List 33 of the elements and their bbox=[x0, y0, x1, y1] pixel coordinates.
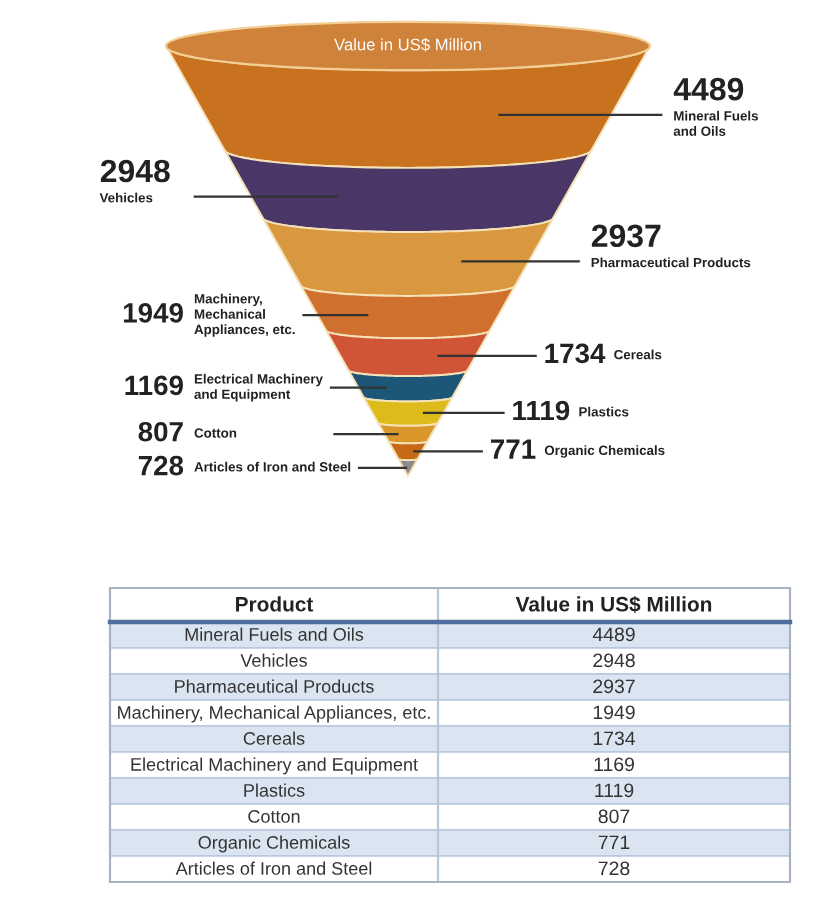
data-label: 2948 bbox=[100, 159, 170, 183]
category-label: Vehicles bbox=[240, 653, 307, 667]
data-label: 1169 bbox=[125, 375, 183, 396]
data-label: 771 bbox=[490, 439, 536, 459]
data-label: 4489 bbox=[592, 627, 635, 642]
data-label: 728 bbox=[598, 861, 630, 876]
data-label: 1734 bbox=[545, 343, 606, 364]
data-label: 728 bbox=[138, 455, 184, 476]
data-label: 771 bbox=[598, 835, 630, 850]
data-label: 2937 bbox=[591, 224, 661, 248]
data-label: 1734 bbox=[593, 731, 636, 746]
category-label: Cotton bbox=[248, 810, 300, 823]
category-label: Mineral Fuels and Oils bbox=[185, 627, 364, 641]
category-label: Cereals bbox=[243, 731, 305, 745]
data-label: 1949 bbox=[123, 303, 183, 323]
data-label: 1119 bbox=[595, 783, 634, 798]
category-label: Electrical Machinery and Equipment bbox=[131, 757, 418, 775]
category-label: Pharmaceutical Products bbox=[175, 679, 374, 693]
category-label: Machinery, Mechanical Appliances, etc. bbox=[118, 705, 430, 723]
data-label: 1169 bbox=[594, 757, 634, 772]
text: Value in US$ Million bbox=[515, 595, 712, 613]
category-label: Organic Chemicals bbox=[198, 835, 350, 853]
data-label: 807 bbox=[138, 421, 183, 442]
data-label: 2937 bbox=[593, 679, 635, 694]
category-label: Plastics bbox=[244, 783, 305, 797]
data-label: 1949 bbox=[593, 705, 635, 720]
text: Value in US$ Million bbox=[334, 37, 481, 52]
data-label: 807 bbox=[598, 809, 630, 824]
text: Product bbox=[236, 596, 314, 612]
data-label: 4489 bbox=[673, 77, 744, 101]
category-label: Articles of Iron and Steel bbox=[175, 861, 372, 875]
data-label: 2948 bbox=[593, 653, 635, 668]
data-label: 1119 bbox=[513, 400, 570, 421]
